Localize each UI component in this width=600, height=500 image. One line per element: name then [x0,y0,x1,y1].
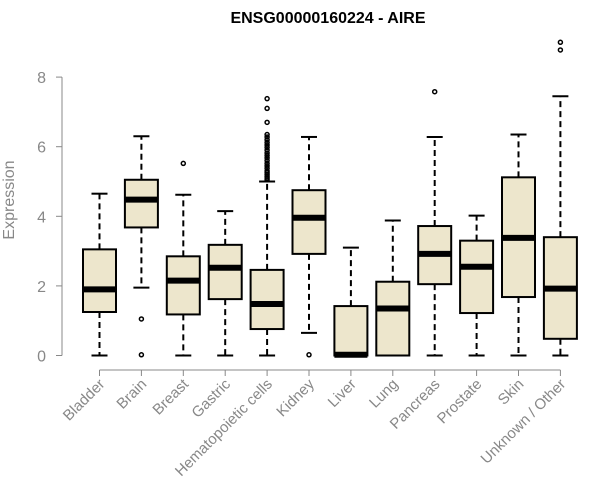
y-axis-label: Expression [1,160,18,239]
box-group [123,135,159,358]
plot-area [82,39,578,358]
box-iqr [123,178,159,229]
x-tick-label: Bladder [60,376,109,425]
x-tick-label: Prostate [434,376,486,428]
box-iqr [291,189,327,255]
outlier-point [264,95,270,102]
box-iqr [82,248,117,313]
box-group [82,192,117,357]
y-tick-label: 0 [37,349,46,366]
outlier-point [264,168,270,174]
outlier-point [180,160,187,167]
outlier-point [264,165,270,172]
x-tick-label: Breast [149,375,192,418]
outlier-point [264,147,270,153]
outlier-point [264,105,270,112]
box-group [291,135,327,358]
box-group [207,210,243,357]
outlier-point [264,134,270,140]
x-tick-label: Kidney [273,375,318,420]
box-iqr [459,239,495,315]
x-tick-label: Brain [113,376,150,413]
y-tick-label: 2 [37,279,46,296]
outlier-point [264,131,270,138]
outlier-point [306,352,312,358]
outlier-point [431,88,438,95]
box-iqr [333,305,369,357]
box-group [459,214,495,357]
x-tick-label: Skin [495,376,528,409]
outlier-point [264,155,270,161]
box-group [417,88,453,357]
box-group [333,246,369,358]
outlier-point [264,160,270,167]
box-group [165,160,201,357]
chart-title: ENSG00000160224 - AIRE [230,10,425,27]
outlier-point [557,39,564,46]
outlier-point [557,47,564,53]
outlier-point [264,163,270,169]
outlier-point [264,136,270,143]
x-tick-label: Liver [325,376,360,411]
box-group [375,219,411,357]
outlier-point [138,316,145,322]
y-tick-label: 4 [37,209,46,226]
y-tick-label: 8 [37,70,46,87]
box-iqr [207,243,243,301]
box-group [542,39,578,357]
outlier-point [264,144,270,151]
box-iqr [165,255,201,316]
box-group [501,133,536,357]
y-axis: 0 2 4 6 8 [37,70,63,366]
outlier-point [264,157,270,164]
box-iqr [375,280,411,357]
outlier-point [264,150,270,156]
x-tick-label: Lung [366,376,402,412]
box-group [249,95,285,357]
outlier-point [264,119,270,126]
outlier-point [264,152,270,159]
outlier-point [264,142,270,148]
outlier-point [138,352,145,358]
box-iqr [249,268,285,331]
outlier-point [264,139,270,146]
y-tick-label: 6 [37,140,46,157]
